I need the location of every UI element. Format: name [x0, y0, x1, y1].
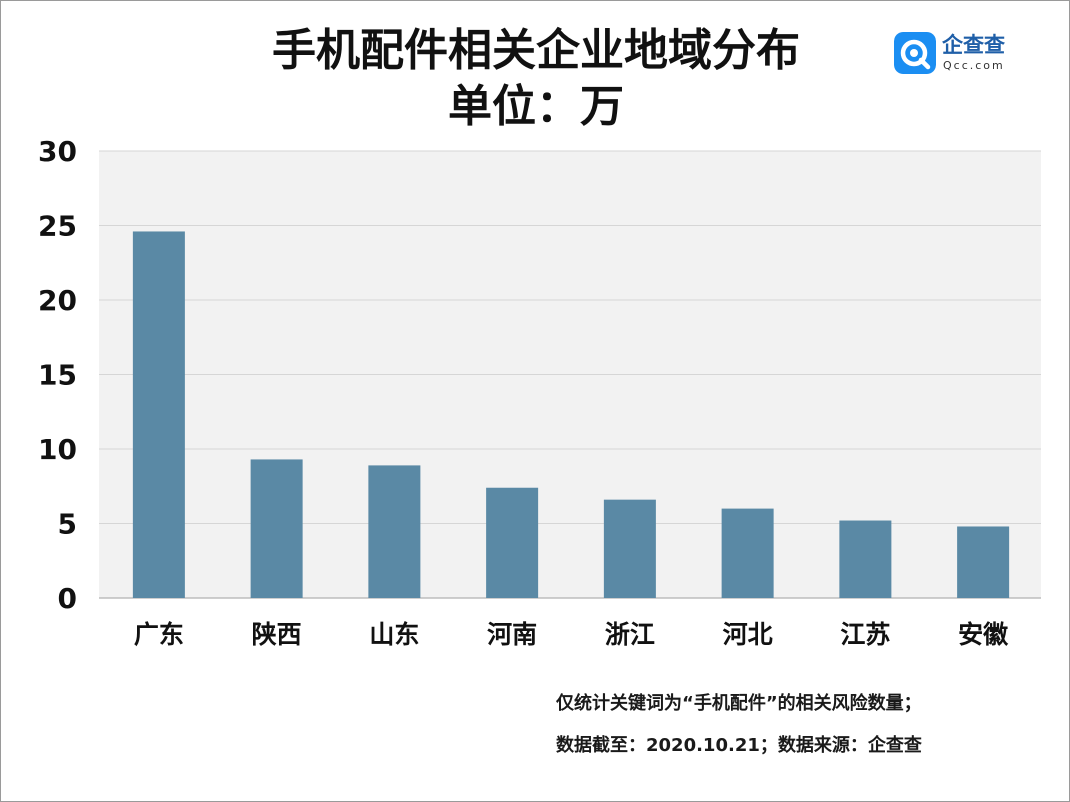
bar	[132, 231, 185, 598]
y-tick-label: 10	[38, 433, 77, 466]
y-tick-label: 5	[58, 508, 77, 541]
bar	[839, 520, 892, 598]
footnote-source: 数据截至：2020.10.21；数据来源：企查查	[556, 735, 922, 756]
chart-title: 手机配件相关企业地域分布	[272, 25, 800, 76]
x-category-label: 安徽	[958, 620, 1009, 649]
x-category-label: 山东	[369, 620, 419, 649]
bar	[603, 499, 656, 598]
footnote-scope: 仅统计关键词为“手机配件”的相关风险数量；	[556, 693, 922, 714]
y-tick-label: 15	[38, 359, 77, 392]
logo-domain-text: Qcc.com	[943, 59, 1005, 72]
chart-unit-subtitle: 单位：万	[448, 81, 624, 132]
x-category-label: 河北	[723, 620, 773, 649]
y-tick-label: 20	[38, 284, 77, 317]
y-tick-label: 0	[58, 582, 77, 615]
y-tick-label: 25	[38, 210, 77, 243]
qcc-logo: 企查查 Qcc.com	[894, 32, 1024, 76]
logo-brand-name: 企查查	[942, 33, 1005, 57]
x-category-label: 浙江	[605, 620, 655, 649]
x-category-label: 陕西	[252, 620, 302, 649]
bar	[957, 526, 1010, 598]
x-category-label: 广东	[134, 620, 184, 649]
y-tick-label: 30	[38, 135, 77, 168]
x-category-label: 河南	[487, 620, 537, 649]
x-category-label: 江苏	[840, 620, 890, 649]
bar	[486, 487, 539, 598]
bar	[368, 465, 421, 598]
bar	[250, 459, 303, 598]
qcc-logo-icon	[894, 32, 936, 74]
bar	[721, 508, 774, 598]
